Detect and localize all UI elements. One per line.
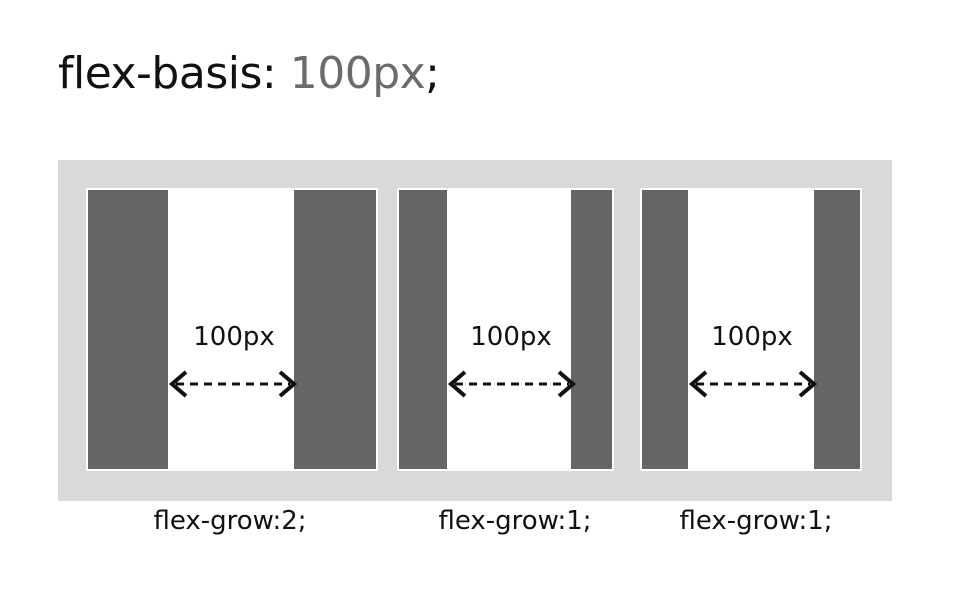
flex-item-2-right-bar (571, 190, 612, 469)
title-value: 100px (289, 48, 426, 99)
flex-container: 100px 100px 100px (58, 160, 892, 501)
flex-item-1-basis-label: 100px (193, 322, 275, 352)
flex-item-3-left-bar (642, 190, 688, 469)
flex-item-2-left-bar (399, 190, 447, 469)
flex-item-1-double-arrow-icon (168, 370, 298, 398)
title-property: flex-basis: (58, 48, 277, 99)
flex-item-3-right-bar (814, 190, 860, 469)
page-title: flex-basis: 100px; (58, 46, 440, 102)
flex-item-1-left-bar (88, 190, 168, 469)
flex-item-1: 100px (86, 188, 378, 471)
flex-item-1-grow-label: flex-grow:2; (153, 506, 307, 536)
flex-item-2-grow-label: flex-grow:1; (438, 506, 592, 536)
flex-item-3: 100px (640, 188, 862, 471)
flex-item-2: 100px (397, 188, 614, 471)
title-terminator: ; (425, 48, 440, 99)
flex-item-3-grow-label: flex-grow:1; (679, 506, 833, 536)
flex-item-3-double-arrow-icon (688, 370, 818, 398)
flex-item-2-basis-label: 100px (470, 322, 552, 352)
flex-item-1-right-bar (294, 190, 376, 469)
flex-item-3-basis-label: 100px (711, 322, 793, 352)
flex-item-2-double-arrow-icon (447, 370, 577, 398)
